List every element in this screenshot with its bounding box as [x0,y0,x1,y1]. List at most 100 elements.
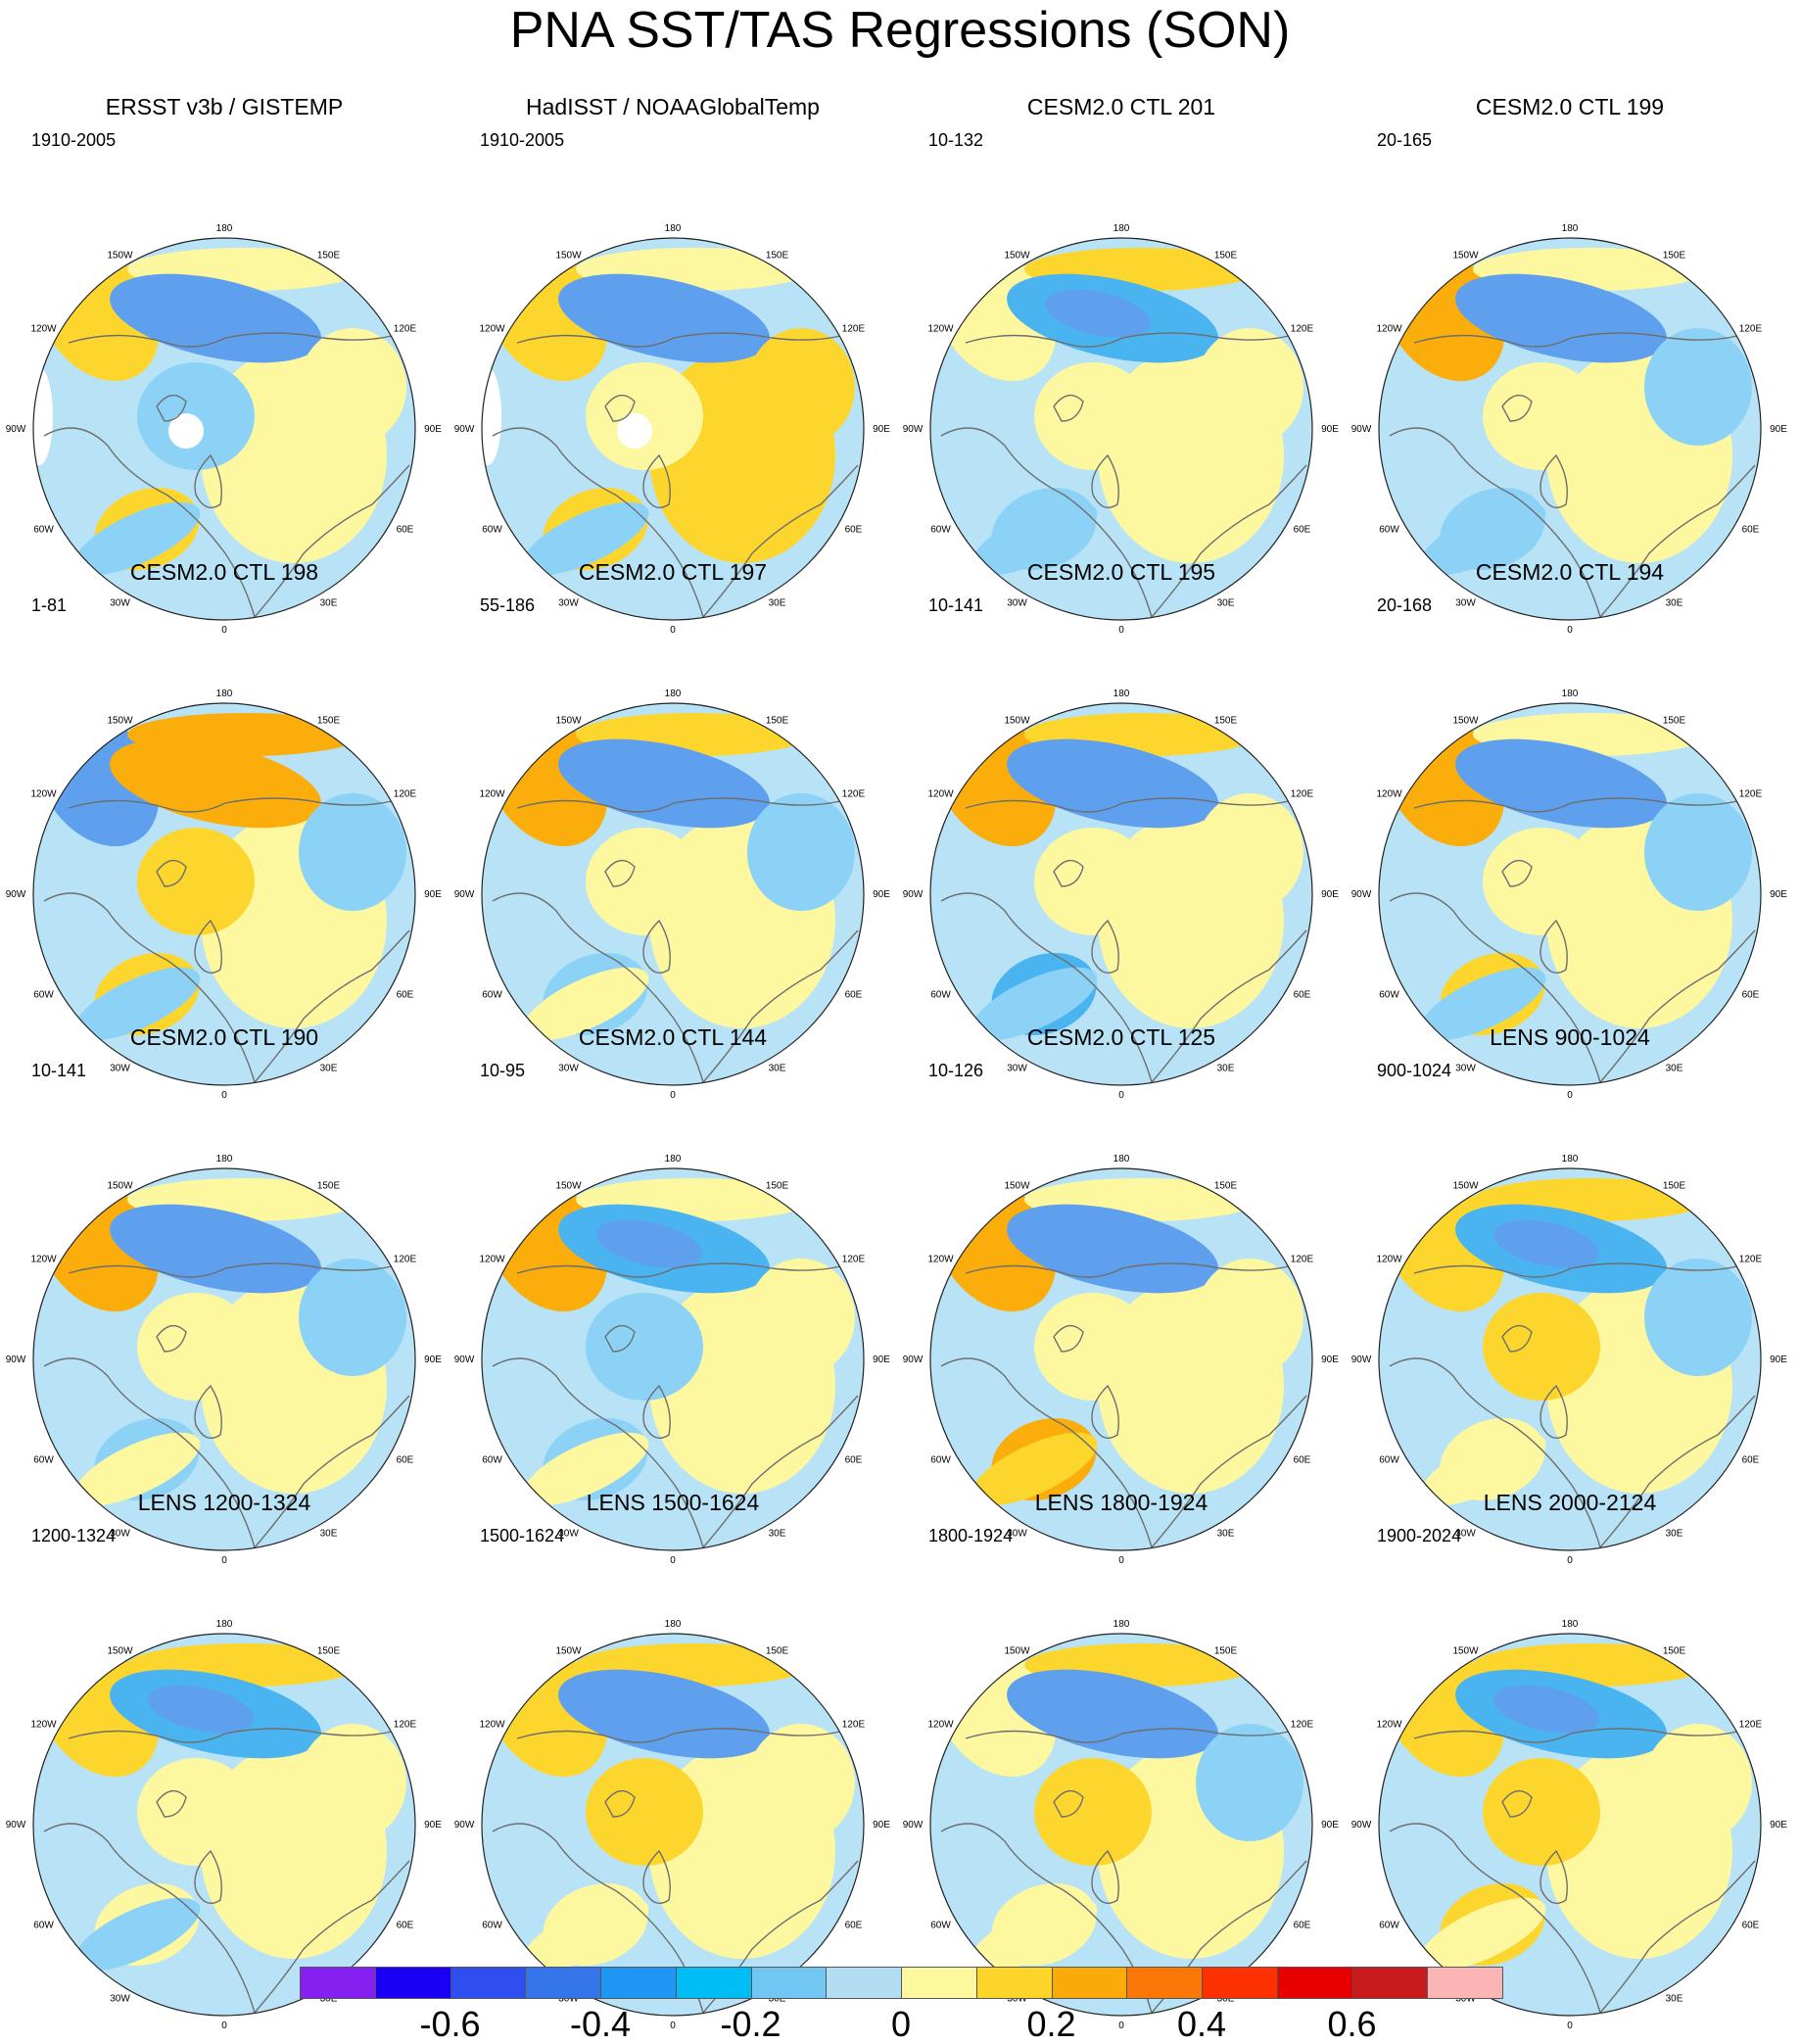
longitude-label: 180 [216,1619,233,1630]
longitude-label: 150W [107,1180,133,1191]
longitude-label: 90E [424,424,442,435]
canadian-archipelago [156,859,187,887]
coastlines [940,332,1307,618]
longitude-label: 150E [1214,715,1238,726]
greenland-outline [1539,1849,1568,1904]
greenland-outline [642,453,671,508]
colorbar-swatch [300,1967,376,1999]
longitude-label: 90E [873,1820,890,1830]
panel-year-range: 1910-2005 [31,130,117,150]
colorbar-tick-label: 0.2 [1026,2004,1076,2044]
longitude-label: 30E [1666,1064,1683,1074]
north-america-coastline [492,1357,704,1548]
arctic-coastline [68,1262,393,1278]
longitude-label: 60W [1379,990,1399,1001]
longitude-label: 120E [394,1255,417,1265]
longitude-label: 60E [1294,990,1311,1001]
north-pacific-core [596,754,702,803]
longitude-label: 120E [394,789,417,800]
arctic-coastline [68,797,393,813]
map-boundary [929,1167,1313,1551]
longitude-label: 60E [1742,1455,1760,1466]
longitude-label: 120W [479,1720,505,1731]
canadian-archipelago [604,1324,636,1353]
europe-coastline [1599,1860,1756,2014]
panel-year-range: 10-95 [480,1061,526,1080]
longitude-label: 30E [1217,1994,1235,2005]
map-boundary [1378,237,1762,621]
longitude-label: 30E [320,1529,338,1540]
canadian-archipelago [156,1324,187,1353]
longitude-label: 30W [1007,1529,1027,1540]
colorbar-swatch [1351,1967,1429,1999]
longitude-label: 150W [1452,1645,1479,1656]
arctic-coastline [965,1262,1290,1278]
panel-title: CESM2.0 CTL 197 [578,559,768,585]
longitude-label: 90W [903,1355,924,1365]
longitude-label: 180 [1562,223,1579,234]
panel-year-range: 1800-1924 [928,1526,1014,1545]
arctic-coastline [965,797,1290,813]
map-panel: CESM2.0 CTL 198 1-81 180 150E 120E 90E 60E 30E 0… [0,558,449,1101]
longitude-label: 150W [555,250,582,261]
map-panel: HadISST / NOAAGlobalTemp 1910-2005 180 150E… [449,93,897,636]
field-layer [1379,703,1761,1085]
longitude-label: 90W [454,889,475,900]
canadian-archipelago [1501,1324,1533,1353]
arctic-coastline [516,332,841,348]
greenland-outline [1091,1849,1119,1904]
north-pacific-core [1493,1219,1599,1268]
subtropical-atlantic-anomaly [1419,967,1546,1041]
arctic-coastline [1413,797,1738,813]
colorbar-swatch [1202,1967,1278,1999]
longitude-label: 30E [1217,1064,1235,1074]
siberia-anomaly [1644,328,1752,446]
map-panel: ERSST v3b / GISTEMP 1910-2005 180 150E 120E 9… [0,93,449,636]
panel-title: LENS 900-1024 [1490,1024,1650,1050]
longitude-label: 30W [1455,1994,1476,2005]
longitude-label: 60E [845,1921,863,1931]
panel-title: CESM2.0 CTL 144 [578,1024,768,1050]
field-layer [33,1168,415,1550]
siberia-anomaly [299,1724,406,1841]
longitude-label: 90W [454,1355,475,1365]
longitude-label: 90E [873,1355,890,1365]
colorbar-swatch [1051,1967,1128,1999]
longitude-label: 60E [397,525,414,536]
siberia-anomaly [747,1724,855,1841]
longitude-label: 150W [1004,715,1030,726]
longitude-label: 120W [927,1720,954,1731]
coastlines [43,1728,410,2014]
longitude-label: 0 [670,2020,676,2031]
longitude-label: 90W [903,424,924,435]
polar-map: 180 150E 120E 90E 60E 30E 0 30W 60W 90W 120W 150W [1351,689,1788,1101]
longitude-label: 150E [766,1180,789,1191]
longitude-label: 0 [221,1555,227,1566]
longitude-label: 60E [1294,1921,1311,1931]
arctic-coastline [68,332,393,348]
longitude-label: 180 [1113,689,1130,699]
coastlines [940,797,1307,1083]
longitude-label: 120E [1739,1255,1763,1265]
longitude-label: 150E [1663,1180,1686,1191]
longitude-label: 120W [927,789,954,800]
longitude-label: 60E [397,1921,414,1931]
longitude-label: 150W [107,1645,133,1656]
longitude-label: 120E [842,324,866,335]
longitude-label: 180 [665,223,682,234]
europe-coastline [702,1395,859,1548]
longitude-label: 60W [482,1455,502,1466]
longitude-label: 180 [665,1619,682,1630]
longitude-label: 150E [1663,715,1686,726]
canadian-archipelago [156,1789,187,1818]
map-panel: CESM2.0 CTL 195 10-141 180 150E 120E 90E 60E 30… [897,558,1346,1101]
longitude-label: 120E [842,1720,866,1731]
arctic-anomaly [586,362,703,470]
longitude-label: 60W [930,1455,951,1466]
longitude-label: 180 [665,1154,682,1165]
canadian-archipelago [1053,1789,1084,1818]
greenland-outline [194,453,222,508]
coastlines [43,1262,410,1548]
longitude-label: 150W [555,715,582,726]
longitude-label: 60E [397,1455,414,1466]
